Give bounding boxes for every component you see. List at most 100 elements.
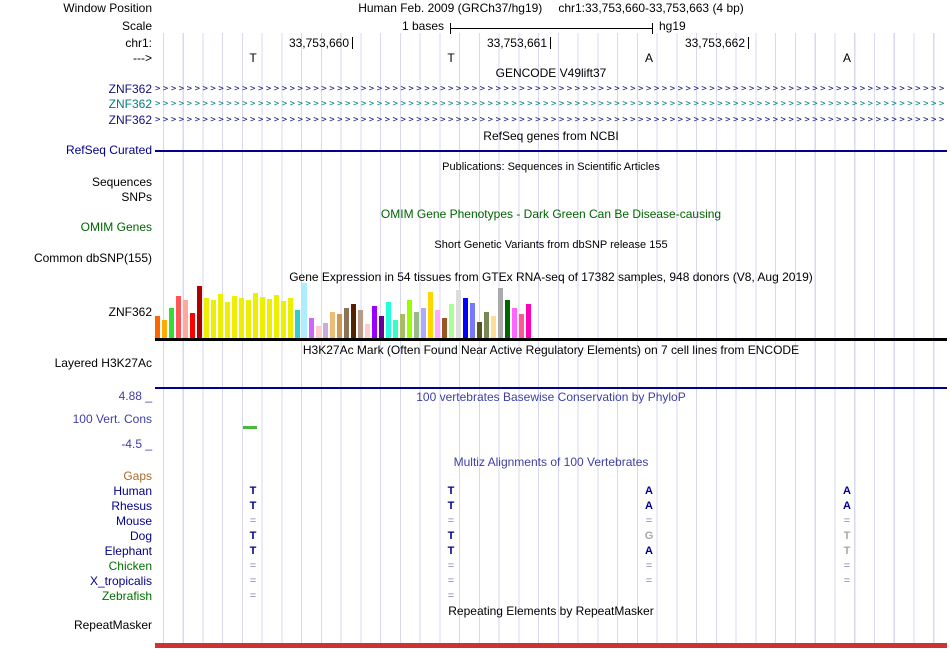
gtex-expression-bar[interactable] — [512, 308, 517, 338]
gtex-expression-bar[interactable] — [449, 304, 454, 338]
multiz-alignment-cell[interactable]: T — [843, 530, 851, 542]
gtex-expression-bar[interactable] — [358, 310, 363, 338]
gtex-expression-bar[interactable] — [470, 303, 475, 338]
gtex-expression-bar[interactable] — [421, 308, 426, 338]
multiz-alignment-cell[interactable]: = — [249, 515, 257, 527]
track-label-gtex-gene[interactable]: ZNF362 — [108, 305, 152, 319]
multiz-alignment-cell[interactable]: A — [645, 545, 653, 557]
multiz-alignment-cell[interactable]: T — [249, 530, 257, 542]
multiz-alignment-cell[interactable]: = — [249, 560, 257, 572]
multiz-alignment-cell[interactable]: T — [447, 545, 455, 557]
gtex-expression-bar[interactable] — [162, 320, 167, 338]
multiz-alignment-cell[interactable]: G — [644, 530, 654, 542]
gtex-expression-bar[interactable] — [218, 294, 223, 338]
multiz-alignment-cell[interactable]: = — [843, 515, 851, 527]
multiz-species-label[interactable]: Dog — [129, 529, 152, 543]
track-label-snps[interactable]: SNPs — [121, 190, 152, 204]
gtex-expression-bar[interactable] — [211, 300, 216, 338]
gtex-expression-bar[interactable] — [281, 301, 286, 338]
multiz-alignment-cell[interactable]: = — [843, 560, 851, 572]
multiz-alignment-cell[interactable]: = — [447, 515, 455, 527]
multiz-species-label[interactable]: Zebrafish — [101, 589, 152, 603]
gtex-expression-bar[interactable] — [505, 300, 510, 338]
gtex-expression-bar[interactable] — [197, 286, 202, 338]
gtex-expression-bar[interactable] — [337, 314, 342, 338]
gtex-expression-bar[interactable] — [253, 293, 258, 338]
repeatmasker-element[interactable] — [155, 643, 947, 648]
multiz-species-label[interactable]: Mouse — [115, 514, 152, 528]
gtex-expression-bar[interactable] — [372, 306, 377, 338]
gtex-expression-bar[interactable] — [400, 314, 405, 338]
multiz-species-label[interactable]: Human — [113, 484, 152, 498]
gtex-expression-bar[interactable] — [393, 320, 398, 338]
gtex-expression-bar[interactable] — [477, 322, 482, 338]
multiz-alignment-cell[interactable]: T — [843, 545, 851, 557]
track-label-100-vert-cons[interactable]: 100 Vert. Cons — [72, 412, 152, 426]
gtex-expression-bar[interactable] — [204, 298, 209, 338]
gtex-expression-bar[interactable] — [526, 304, 531, 338]
multiz-alignment-cell[interactable]: = — [249, 590, 257, 602]
gencode-transcript-arrows[interactable]: >>>>>>>>>>>>>>>>>>>>>>>>>>>>>>>>>>>>>>>>… — [155, 99, 947, 109]
multiz-alignment-cell[interactable]: = — [645, 515, 653, 527]
multiz-alignment-cell[interactable]: = — [447, 590, 455, 602]
gtex-expression-bar[interactable] — [316, 326, 321, 338]
gtex-expression-bar[interactable] — [386, 302, 391, 338]
multiz-alignment-cell[interactable]: A — [645, 500, 653, 512]
gencode-transcript-arrows[interactable]: >>>>>>>>>>>>>>>>>>>>>>>>>>>>>>>>>>>>>>>>… — [155, 115, 947, 125]
multiz-alignment-cell[interactable]: = — [447, 560, 455, 572]
gtex-expression-bar[interactable] — [155, 316, 160, 338]
track-label-gencode-transcript[interactable]: ZNF362 — [108, 113, 152, 127]
gtex-expression-bar[interactable] — [309, 318, 314, 338]
track-label-gencode-transcript[interactable]: ZNF362 — [108, 97, 152, 111]
gtex-expression-chart[interactable] — [155, 283, 947, 338]
gtex-expression-bar[interactable] — [246, 300, 251, 338]
gtex-expression-bar[interactable] — [176, 296, 181, 338]
gtex-expression-bar[interactable] — [330, 312, 335, 338]
gtex-expression-bar[interactable] — [484, 312, 489, 338]
gtex-expression-bar[interactable] — [428, 292, 433, 338]
gtex-expression-bar[interactable] — [379, 316, 384, 338]
multiz-alignment-cell[interactable]: = — [843, 575, 851, 587]
phylop-signal-bar[interactable] — [243, 426, 257, 429]
multiz-species-label[interactable]: Chicken — [108, 559, 152, 573]
gtex-expression-bar[interactable] — [323, 323, 328, 338]
gtex-expression-bar[interactable] — [274, 295, 279, 338]
gtex-expression-bar[interactable] — [344, 308, 349, 338]
gtex-expression-bar[interactable] — [295, 310, 300, 338]
multiz-alignment-cell[interactable]: T — [249, 545, 257, 557]
track-label-repeatmasker[interactable]: RepeatMasker — [73, 618, 152, 632]
gtex-expression-bar[interactable] — [190, 313, 195, 338]
gtex-expression-bar[interactable] — [351, 304, 356, 338]
multiz-species-label[interactable]: Elephant — [104, 544, 152, 558]
multiz-alignment-cell[interactable]: T — [447, 530, 455, 542]
multiz-alignment-cell[interactable]: T — [447, 485, 455, 497]
multiz-species-label[interactable]: Rhesus — [111, 499, 152, 513]
multiz-species-label[interactable]: X_tropicalis — [89, 574, 152, 588]
multiz-alignment-cell[interactable]: = — [249, 575, 257, 587]
gtex-expression-bar[interactable] — [365, 324, 370, 338]
gtex-expression-bar[interactable] — [239, 298, 244, 338]
gtex-expression-bar[interactable] — [442, 318, 447, 338]
multiz-alignment-cell[interactable]: A — [645, 485, 653, 497]
gtex-expression-bar[interactable] — [302, 283, 307, 338]
track-label-gencode-transcript[interactable]: ZNF362 — [108, 82, 152, 96]
gtex-expression-bar[interactable] — [225, 302, 230, 338]
multiz-alignment-cell[interactable]: A — [843, 485, 851, 497]
gtex-expression-bar[interactable] — [519, 314, 524, 338]
gencode-transcript-arrows[interactable]: >>>>>>>>>>>>>>>>>>>>>>>>>>>>>>>>>>>>>>>>… — [155, 84, 947, 94]
multiz-alignment-cell[interactable]: = — [645, 575, 653, 587]
multiz-alignment-cell[interactable]: = — [645, 560, 653, 572]
gtex-expression-bar[interactable] — [288, 298, 293, 338]
track-label-sequences[interactable]: Sequences — [91, 175, 152, 189]
multiz-alignment-cell[interactable]: T — [249, 485, 257, 497]
multiz-species-label[interactable]: Gaps — [123, 469, 152, 483]
gtex-expression-bar[interactable] — [435, 310, 440, 338]
track-label-omim-genes[interactable]: OMIM Genes — [80, 220, 152, 234]
multiz-alignment-cell[interactable]: T — [447, 500, 455, 512]
gtex-expression-bar[interactable] — [183, 300, 188, 338]
gtex-expression-bar[interactable] — [169, 308, 174, 338]
multiz-alignment-cell[interactable]: = — [447, 575, 455, 587]
track-label-layered-h3k27ac[interactable]: Layered H3K27Ac — [54, 356, 152, 370]
gtex-expression-bar[interactable] — [407, 300, 412, 338]
multiz-alignment-cell[interactable]: A — [843, 500, 851, 512]
